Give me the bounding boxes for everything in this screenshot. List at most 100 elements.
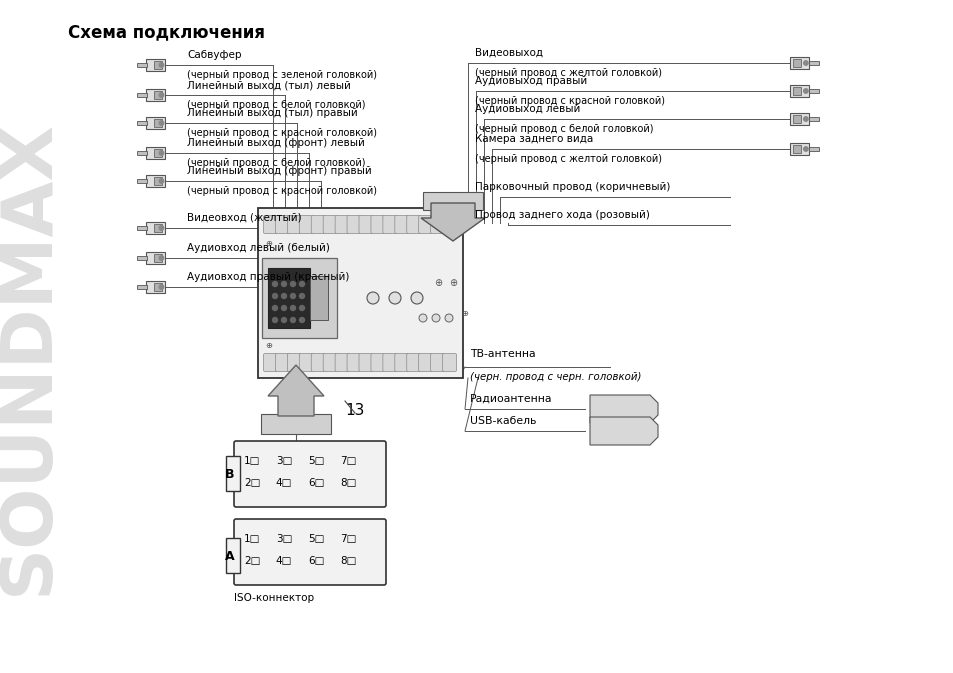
Bar <box>262 258 336 338</box>
Circle shape <box>299 293 304 299</box>
Text: 8□: 8□ <box>339 478 355 488</box>
Text: Провод заднего хода (розовый): Провод заднего хода (розовый) <box>475 210 649 220</box>
Text: 5□: 5□ <box>308 534 324 544</box>
Text: (черн. провод с черн. головкой): (черн. провод с черн. головкой) <box>470 372 640 382</box>
Circle shape <box>159 151 164 155</box>
Text: ⊕: ⊕ <box>449 278 456 288</box>
Bar <box>146 175 165 187</box>
FancyBboxPatch shape <box>299 215 313 234</box>
Circle shape <box>159 256 164 260</box>
FancyBboxPatch shape <box>311 215 325 234</box>
Circle shape <box>802 117 807 121</box>
Bar <box>136 285 147 289</box>
Text: (черный провод с белой головкой): (черный провод с белой головкой) <box>187 100 365 110</box>
Text: (черный провод с зеленой головкой): (черный провод с зеленой головкой) <box>187 70 376 80</box>
FancyBboxPatch shape <box>311 353 325 371</box>
Text: 6□: 6□ <box>308 556 324 566</box>
Bar <box>146 222 165 234</box>
Text: SOUNDMAX: SOUNDMAX <box>0 118 63 594</box>
Text: Парковочный провод (коричневый): Парковочный провод (коричневый) <box>475 182 670 192</box>
Text: B: B <box>225 468 234 481</box>
Bar <box>789 85 808 97</box>
Text: Аудиовыход правый: Аудиовыход правый <box>475 76 587 86</box>
Text: 7□: 7□ <box>339 456 355 466</box>
Bar <box>808 61 819 65</box>
Bar <box>146 147 165 159</box>
FancyBboxPatch shape <box>382 353 396 371</box>
Bar <box>136 92 147 98</box>
Text: 4□: 4□ <box>275 556 292 566</box>
Bar <box>422 192 482 210</box>
Circle shape <box>159 285 164 289</box>
Text: 2□: 2□ <box>244 478 260 488</box>
FancyBboxPatch shape <box>323 353 336 371</box>
Text: 6□: 6□ <box>308 478 324 488</box>
Circle shape <box>389 292 400 304</box>
Bar <box>808 147 819 151</box>
Text: Аудиовход правый (красный): Аудиовход правый (красный) <box>187 272 349 282</box>
Text: ⊕: ⊕ <box>265 341 273 351</box>
Text: ⊕: ⊕ <box>461 308 468 318</box>
Circle shape <box>273 318 277 322</box>
Text: Схема подключения: Схема подключения <box>68 23 265 41</box>
Bar <box>257 208 462 378</box>
Circle shape <box>291 306 295 310</box>
Text: 3□: 3□ <box>275 534 292 544</box>
Bar <box>793 115 800 123</box>
Text: (черный провод с желтой головкой): (черный провод с желтой головкой) <box>475 154 661 164</box>
Bar <box>808 116 819 121</box>
Bar <box>793 59 800 67</box>
Circle shape <box>281 281 286 287</box>
Bar <box>793 145 800 153</box>
Bar <box>146 117 165 129</box>
Circle shape <box>432 314 439 322</box>
Circle shape <box>159 93 164 97</box>
FancyBboxPatch shape <box>442 215 456 234</box>
FancyBboxPatch shape <box>233 519 386 585</box>
Circle shape <box>159 225 164 230</box>
FancyBboxPatch shape <box>430 215 444 234</box>
Bar <box>789 57 808 69</box>
FancyBboxPatch shape <box>358 353 373 371</box>
Bar <box>154 61 162 69</box>
FancyBboxPatch shape <box>382 215 396 234</box>
Bar <box>136 178 147 184</box>
Text: 13: 13 <box>345 403 364 418</box>
Text: A: A <box>225 549 234 563</box>
Bar <box>226 456 240 491</box>
Bar <box>154 224 162 232</box>
Text: Линейный выход (фронт) левый: Линейный выход (фронт) левый <box>187 138 364 148</box>
Bar <box>154 149 162 157</box>
FancyBboxPatch shape <box>395 353 409 371</box>
Text: 3□: 3□ <box>275 456 292 466</box>
FancyBboxPatch shape <box>323 215 336 234</box>
Text: 1□: 1□ <box>244 534 260 544</box>
Text: (черный провод с желтой головкой): (черный провод с желтой головкой) <box>475 68 661 78</box>
FancyBboxPatch shape <box>358 215 373 234</box>
Text: Радиоантенна: Радиоантенна <box>470 394 552 404</box>
FancyBboxPatch shape <box>335 215 349 234</box>
Bar <box>146 281 165 293</box>
Circle shape <box>299 306 304 310</box>
Bar <box>154 91 162 99</box>
Text: (черный провод с красной головкой): (черный провод с красной головкой) <box>187 186 376 196</box>
Text: Линейный выход (тыл) левый: Линейный выход (тыл) левый <box>187 80 351 90</box>
Text: (черный провод с белой головкой): (черный провод с белой головкой) <box>187 158 365 168</box>
Text: 8□: 8□ <box>339 556 355 566</box>
Bar <box>268 268 310 328</box>
FancyBboxPatch shape <box>347 353 360 371</box>
Text: 7□: 7□ <box>339 534 355 544</box>
FancyBboxPatch shape <box>275 215 289 234</box>
Polygon shape <box>268 365 324 416</box>
Bar <box>310 276 328 320</box>
Text: Сабвуфер: Сабвуфер <box>187 50 241 60</box>
Polygon shape <box>420 203 484 241</box>
Bar <box>154 177 162 185</box>
Text: ⊕: ⊕ <box>434 278 441 288</box>
Text: Аудиовход левый (белый): Аудиовход левый (белый) <box>187 243 330 253</box>
Text: 2□: 2□ <box>244 556 260 566</box>
Circle shape <box>159 63 164 67</box>
Text: (черный провод с красной головкой): (черный провод с красной головкой) <box>475 96 664 106</box>
Bar <box>226 538 240 573</box>
FancyBboxPatch shape <box>335 353 349 371</box>
